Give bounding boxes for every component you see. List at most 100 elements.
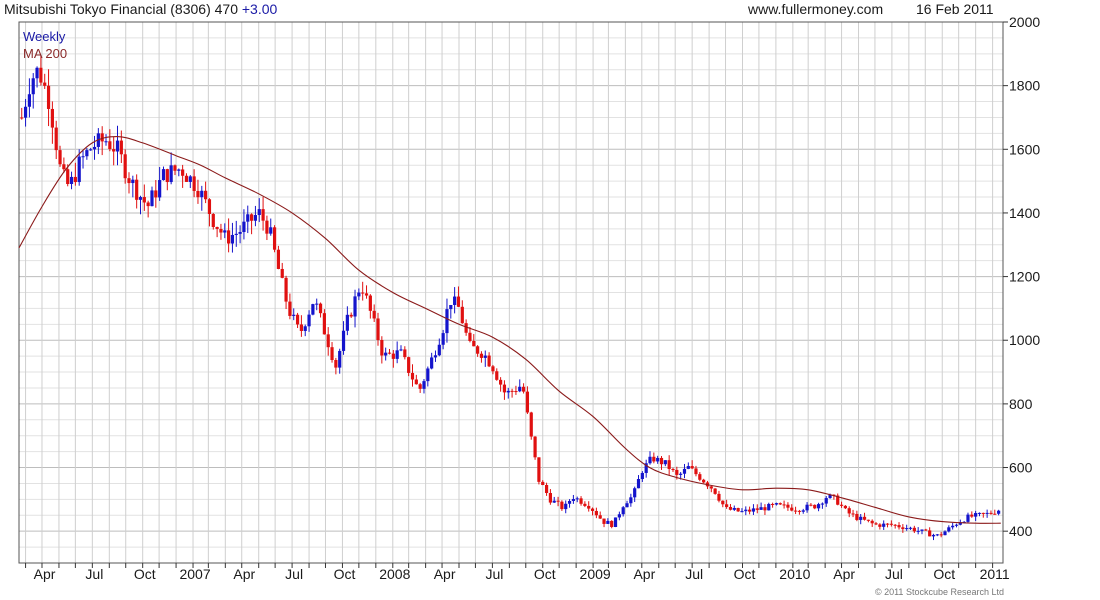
candle-body bbox=[679, 473, 683, 475]
candle bbox=[192, 169, 196, 198]
candle-body bbox=[341, 330, 346, 351]
candle-body bbox=[644, 463, 648, 473]
candle-body bbox=[43, 82, 47, 86]
candle bbox=[119, 130, 123, 164]
candle-body bbox=[112, 149, 116, 152]
x-tick-label: Oct bbox=[134, 566, 156, 582]
candle-body bbox=[284, 277, 288, 302]
candle bbox=[73, 162, 77, 186]
y-axis: 400 600 800 1000 1200 1400 1600 1800 2000 bbox=[1003, 14, 1040, 539]
candle bbox=[728, 504, 733, 511]
candle bbox=[767, 502, 771, 511]
candle bbox=[889, 520, 893, 527]
candle-body bbox=[782, 504, 786, 506]
candle-body bbox=[744, 509, 748, 512]
candle-body bbox=[901, 527, 905, 530]
candle bbox=[905, 524, 909, 531]
candle bbox=[671, 467, 675, 472]
y-tick-label: 1400 bbox=[1009, 205, 1040, 221]
candle-body bbox=[843, 505, 847, 509]
candle-body bbox=[640, 472, 644, 480]
candle bbox=[594, 507, 598, 519]
candle-body bbox=[897, 525, 901, 528]
candle bbox=[39, 55, 43, 86]
candle-body bbox=[859, 516, 863, 520]
candle-body bbox=[23, 106, 28, 118]
candle bbox=[181, 164, 185, 188]
candle-body bbox=[629, 497, 633, 504]
candle bbox=[924, 528, 928, 531]
candle bbox=[173, 164, 177, 176]
candle-body bbox=[196, 190, 200, 198]
candle bbox=[426, 366, 430, 387]
candle bbox=[318, 302, 323, 318]
candle-body bbox=[372, 310, 376, 319]
candle-body bbox=[54, 127, 58, 151]
candle bbox=[242, 209, 246, 240]
candle bbox=[954, 523, 959, 528]
candle-body bbox=[928, 530, 932, 537]
candle bbox=[518, 379, 522, 393]
candle bbox=[525, 386, 530, 415]
candle bbox=[912, 525, 916, 534]
candle bbox=[387, 348, 392, 355]
candle-body bbox=[544, 485, 549, 494]
candle bbox=[717, 490, 721, 503]
candle-body bbox=[610, 520, 614, 527]
x-axis: Apr Jul Oct 2007 Apr Jul Oct 2008 Apr Jul Oct 2009 A… bbox=[25, 563, 1010, 582]
candle-body bbox=[698, 474, 702, 480]
candle bbox=[35, 66, 39, 88]
candle-body bbox=[866, 519, 870, 521]
candle-body bbox=[265, 220, 269, 234]
candle-body bbox=[686, 466, 690, 469]
candle-body bbox=[502, 384, 507, 393]
legend-ma-200: MA 200 bbox=[23, 46, 67, 61]
candle-body bbox=[725, 504, 729, 507]
candle-body bbox=[736, 507, 740, 512]
candle-body bbox=[755, 508, 759, 510]
candle-body bbox=[556, 500, 560, 502]
candle bbox=[843, 505, 847, 510]
candle-body bbox=[66, 169, 70, 185]
candle-body bbox=[506, 390, 510, 393]
candle-body bbox=[77, 156, 81, 183]
candle-body bbox=[717, 493, 721, 501]
candle bbox=[257, 198, 261, 223]
candle-body bbox=[338, 350, 342, 368]
candle bbox=[410, 364, 415, 387]
candle bbox=[430, 352, 434, 370]
x-tick-label: 2011 bbox=[980, 566, 1010, 582]
candle bbox=[138, 195, 143, 215]
candle bbox=[357, 288, 361, 301]
candle-body bbox=[974, 513, 978, 517]
candle-body bbox=[276, 249, 281, 269]
candle-body bbox=[652, 456, 656, 462]
candle-body bbox=[575, 498, 579, 500]
candle-body bbox=[970, 514, 974, 517]
candle-body bbox=[521, 386, 526, 392]
candle-body bbox=[238, 232, 242, 234]
candle bbox=[272, 225, 277, 253]
candle-body bbox=[587, 505, 591, 509]
candle-body bbox=[977, 512, 982, 514]
candle bbox=[571, 494, 575, 504]
candle bbox=[307, 310, 311, 332]
candle bbox=[529, 411, 533, 440]
candle bbox=[633, 486, 637, 502]
candle-body bbox=[947, 527, 951, 532]
candle-body bbox=[483, 355, 487, 358]
candle-body bbox=[69, 176, 74, 185]
candle bbox=[510, 388, 514, 398]
candle bbox=[575, 496, 579, 503]
candle bbox=[920, 529, 924, 535]
candle bbox=[682, 463, 687, 479]
candle bbox=[878, 523, 882, 530]
candle-body bbox=[299, 324, 303, 331]
candle-body bbox=[330, 347, 334, 360]
candle-body bbox=[307, 314, 311, 327]
candle bbox=[54, 120, 58, 160]
candle-body bbox=[227, 230, 231, 244]
candle bbox=[188, 175, 192, 189]
candle-body bbox=[73, 176, 77, 183]
candle bbox=[579, 496, 583, 506]
